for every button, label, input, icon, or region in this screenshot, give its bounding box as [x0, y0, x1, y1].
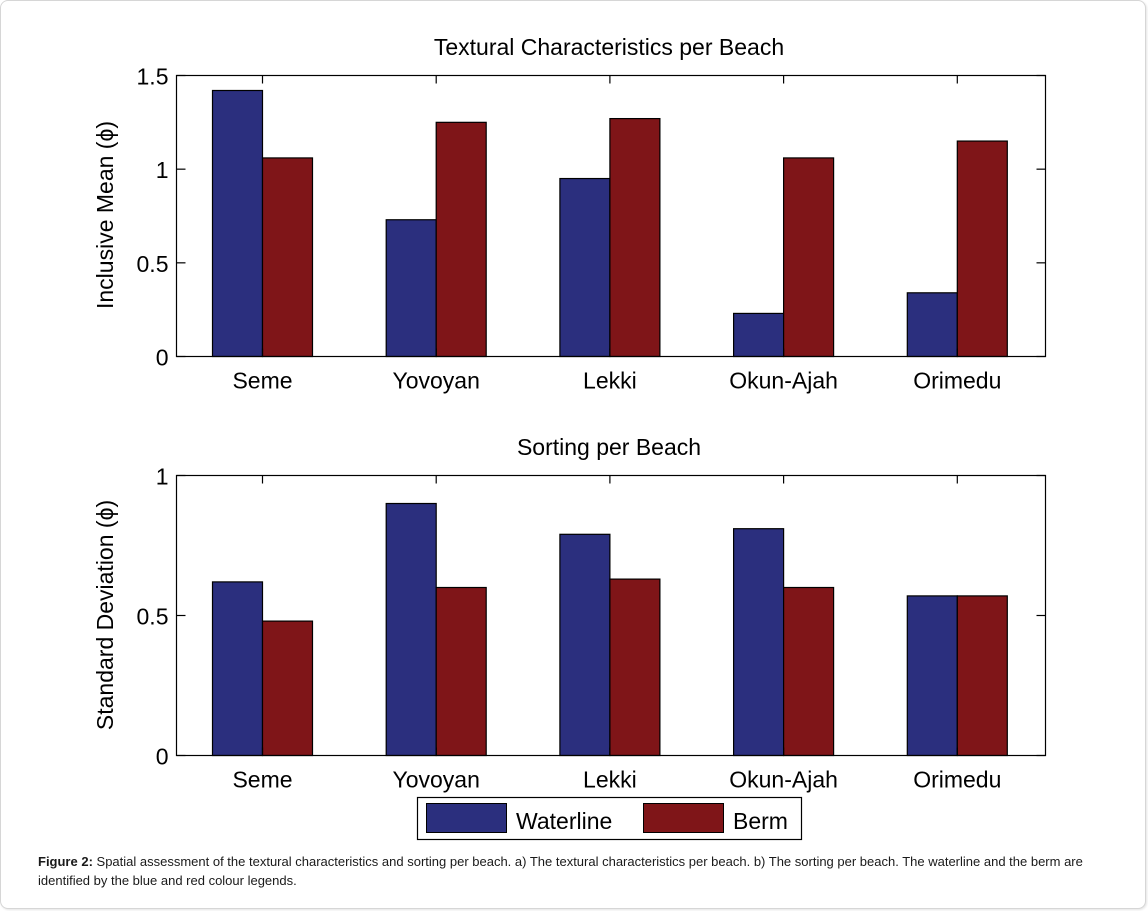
legend-label-waterline: Waterline	[516, 808, 612, 834]
y-tick-label: 0	[156, 744, 169, 770]
bar-waterline-yovoyan	[385, 502, 437, 757]
legend: Waterline Berm	[416, 796, 803, 841]
y-tick-label: 0.5	[137, 251, 169, 277]
chart-title: Sorting per Beach	[517, 434, 701, 460]
bar-berm-seme	[261, 157, 314, 358]
caption-text: Spatial assessment of the textural chara…	[38, 854, 1083, 888]
bar-berm-orimedu	[956, 595, 1008, 757]
y-tick-label: 1	[156, 464, 169, 490]
x-tick-label: Orimedu	[913, 767, 1001, 793]
legend-swatch-berm	[643, 803, 724, 833]
y-tick-label: 1	[156, 157, 169, 183]
bar-waterline-orimedu	[906, 595, 958, 757]
x-tick-label: Okun-Ajah	[729, 767, 838, 793]
plot-area-border	[175, 474, 1047, 757]
y-axis-label: Inclusive Mean (ϕ)	[92, 121, 118, 309]
bar-waterline-lekki	[559, 177, 611, 358]
y-tick-label: 1.5	[137, 64, 169, 90]
bar-waterline-yovoyan	[385, 219, 437, 358]
legend-label-berm: Berm	[733, 808, 788, 834]
x-tick-label: Orimedu	[913, 368, 1001, 394]
x-tick-label: Lekki	[583, 767, 637, 793]
bar-waterline-okun-ajah	[732, 528, 785, 757]
y-axis-label: Standard Deviation (ϕ)	[92, 500, 118, 730]
bar-waterline-orimedu	[906, 292, 958, 358]
bar-waterline-seme	[211, 581, 264, 757]
chart-sorting: Sorting per Beach Standard Deviation (ϕ)…	[92, 434, 1047, 793]
chart-textural: Textural Characteristics per Beach Inclu…	[92, 34, 1047, 394]
bar-berm-lekki	[609, 117, 661, 358]
y-tick-label: 0.5	[137, 604, 169, 630]
bar-berm-seme	[261, 620, 314, 757]
x-tick-label: Lekki	[583, 368, 637, 394]
caption-label: Figure 2:	[38, 854, 93, 869]
x-tick-label: Seme	[232, 368, 292, 394]
ticks-group: Seme Yovoyan Lekki Okun-Ajah Orimedu 0 0.5 1	[137, 464, 1046, 793]
x-tick-label: Seme	[232, 767, 292, 793]
plot-area-border	[175, 74, 1047, 358]
chart-title: Textural Characteristics per Beach	[434, 34, 784, 60]
y-tick-label: 0	[156, 345, 169, 371]
legend-swatch-waterline	[426, 803, 507, 833]
bar-berm-okun-ajah	[782, 586, 835, 757]
bar-berm-okun-ajah	[782, 157, 835, 358]
bars-group	[211, 89, 1008, 358]
bar-berm-orimedu	[956, 140, 1008, 358]
x-tick-label: Okun-Ajah	[729, 368, 838, 394]
bar-waterline-okun-ajah	[732, 312, 785, 358]
figure-caption: Figure 2: Spatial assessment of the text…	[38, 852, 1118, 890]
bar-berm-yovoyan	[435, 586, 487, 757]
bar-waterline-seme	[211, 89, 264, 358]
x-tick-label: Yovoyan	[392, 767, 479, 793]
bar-berm-lekki	[609, 578, 661, 757]
ticks-group: Seme Yovoyan Lekki Okun-Ajah Orimedu 0 0.5 1 1.5	[137, 64, 1046, 394]
bars-group	[211, 502, 1008, 757]
bar-waterline-lekki	[559, 533, 611, 757]
x-tick-label: Yovoyan	[392, 368, 479, 394]
bar-berm-yovoyan	[435, 121, 487, 358]
